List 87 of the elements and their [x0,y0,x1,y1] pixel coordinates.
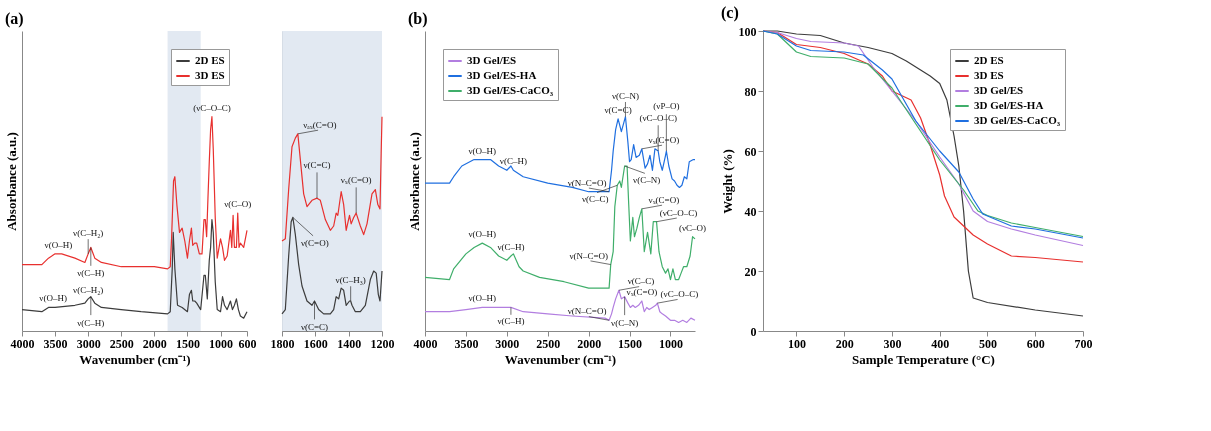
x-tick-label: 600 [1026,336,1045,351]
annotation: (νC–O–C) [660,289,699,300]
x-tick-label: 1000 [658,336,683,351]
x-tick-label: 1000 [209,336,234,351]
annotation: ν(C–H₂) [73,284,104,295]
x-tick-label: 100 [787,336,806,351]
y-tick-label: 80 [744,84,757,99]
x-tick-label: 2500 [536,336,561,351]
legend-label: 3D ES [195,69,225,81]
x-tick-label: 3500 [454,336,479,351]
x-tick-label: 2500 [109,336,134,351]
annotation: ν(C=C) [300,322,329,332]
chart-title: (b) [408,10,428,28]
x-tick-label: 2000 [577,336,602,351]
chart-title: (c) [721,4,739,22]
legend-label: 3D Gel/ES [974,84,1024,96]
chart-title: (a) [5,10,24,28]
y-axis-title: Weight (%) [719,149,735,214]
annotation: νₛ(C=O) [648,134,680,145]
x-tick-label: 1400 [337,336,362,351]
annotation: ν(O–H) [44,239,73,250]
x-tick-label: 700 [1074,336,1093,351]
x-tick-label: 3500 [43,336,68,351]
x-tick-label: 300 [883,336,902,351]
annotation: ν(C–N) [611,90,639,101]
annotation: ν(N–C=O) [569,250,609,261]
annotation: νₛ(C=O) [648,194,680,205]
x-tick-label: 1600 [303,336,328,351]
annotation: ν(C–C) [627,276,655,287]
legend-label: 3D Gel/ES-CaCO₃ [467,84,554,96]
annotation: νₛ(C=O) [340,175,372,186]
x-tick-label: 1200 [370,336,395,351]
y-tick-label: 20 [744,264,757,279]
x-tick-label: 3000 [76,336,101,351]
annotation: ν(C–N) [633,175,661,185]
x-tick-label: 4000 [413,336,438,351]
annotation: ν(C–H) [499,156,527,167]
annotation: ν(O–H) [39,293,67,304]
legend-label: 2D ES [195,54,225,66]
x-tick-label: 1800 [270,336,295,351]
y-tick-label: 40 [744,204,757,219]
y-tick-label: 0 [750,324,757,339]
x-tick-label: 500 [978,336,997,351]
annotation: νₐₛ(C=O) [303,119,337,130]
x-tick-label: 4000 [10,336,35,351]
y-tick-label: 100 [738,24,757,39]
annotation: ν(C–C) [581,194,609,205]
legend-label: 2D ES [974,54,1004,66]
annotation: ν(C–H) [497,242,525,252]
x-tick-label: 1500 [618,336,643,351]
x-tick-label: 3000 [495,336,520,351]
annotation: (νC–O–C) [659,207,698,218]
annotation: νₛ(C=O) [626,287,658,297]
annotation: ν(C–N) [611,317,639,328]
x-tick-label: 600 [238,336,257,351]
x-axis-title: Sample Temperature (°C) [852,351,995,367]
annotation: ν(N–C=O) [567,306,607,317]
annotation: ν(O–H) [468,229,497,240]
annotation: ν(C–H) [77,317,105,328]
legend-label: 3D Gel/ES [467,54,517,66]
legend-label: 3D Gel/ES-CaCO₃ [974,114,1061,126]
annotation: ν(O–H) [468,293,497,304]
x-axis-title: Wavenumber (cm⁻¹) [79,351,191,367]
annotation: ν(C=O) [301,238,329,249]
annotation: (νC–O–C) [193,102,231,113]
annotation: (νP–O) [653,101,680,111]
legend-label: 3D Gel/ES-HA [467,69,537,81]
legend-label: 3D Gel/ES-HA [974,99,1044,111]
y-tick-label: 60 [744,144,757,159]
x-axis-title: Wavenumber (cm⁻¹) [504,351,617,367]
annotation: ν(C–H) [497,316,525,327]
y-axis-title: Absorbance (a.u.) [3,132,19,231]
y-axis-title: Absorbance (a.u.) [406,132,422,231]
legend-label: 3D ES [974,69,1004,81]
x-tick-label: 1500 [175,336,200,351]
annotation: ν(C–H₃) [335,275,366,285]
annotation: (νC–O–C) [639,113,677,123]
annotation: ν(N–C=O) [567,177,607,188]
annotation: ν(C–H) [77,268,105,279]
annotation: ν(C=C) [303,160,331,171]
annotation: ν(C–O) [224,199,252,210]
x-tick-label: 2000 [142,336,167,351]
annotation: ν(C–H₂) [73,227,104,238]
x-tick-label: 400 [931,336,950,351]
annotation: (νC–O) [679,222,707,233]
x-tick-label: 200 [835,336,854,351]
annotation: ν(O–H) [468,145,497,156]
